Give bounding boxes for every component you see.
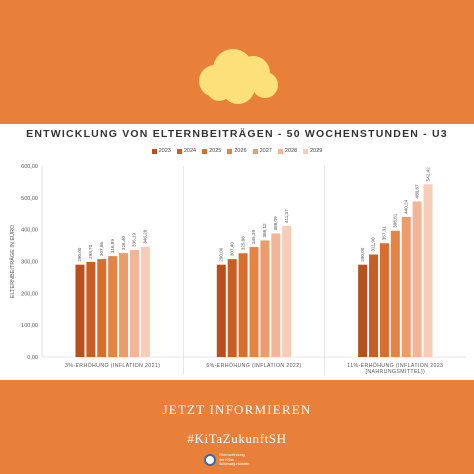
header-band xyxy=(0,0,474,124)
legend-label: 2024 xyxy=(183,148,197,154)
data-label: 298,70 xyxy=(88,244,93,258)
data-label: 542,42 xyxy=(425,167,430,181)
y-axis-label: ELTERNBEITRÄGE IN EURO xyxy=(9,224,16,298)
legend-swatch xyxy=(252,148,258,154)
data-label: 396,61 xyxy=(393,213,398,227)
x-category-label: 11%-ERHÖHUNG (INFLATION 2023 xyxy=(347,362,443,369)
bar xyxy=(216,264,226,357)
legend-item: 2028 xyxy=(277,148,298,154)
legend-swatch xyxy=(227,148,233,154)
data-label: 388,09 xyxy=(273,216,278,230)
bar xyxy=(401,216,411,357)
y-tick-label: 600,00 xyxy=(21,164,38,170)
bar xyxy=(97,259,107,357)
logo-text-line: der KiTas xyxy=(219,457,234,462)
logo-icon xyxy=(204,454,216,466)
data-label: 336,19 xyxy=(132,232,137,246)
bar xyxy=(249,247,259,357)
legend-item: 2024 xyxy=(176,148,197,154)
legend-label: 2025 xyxy=(209,148,222,154)
legend-swatch xyxy=(202,148,208,154)
data-label: 325,86 xyxy=(240,236,245,250)
legend-label: 2029 xyxy=(310,148,323,154)
legend-swatch xyxy=(176,148,182,154)
legend-swatch xyxy=(277,148,283,154)
y-tick-label: 300,00 xyxy=(21,260,38,266)
legend-label: 2028 xyxy=(284,148,298,154)
bar-chart: 0,00 100,00 200,00 300,00 400,00 500,00 600,00… xyxy=(9,164,466,375)
bar xyxy=(75,264,85,357)
data-label: 290,00 xyxy=(77,247,82,261)
bar xyxy=(129,249,139,357)
data-label: 345,39 xyxy=(251,230,256,244)
legend-label: 2027 xyxy=(259,148,272,154)
data-label: 307,66 xyxy=(99,242,104,256)
hashtag: #KiTaZukunftSH xyxy=(187,431,287,446)
y-tick-label: 500,00 xyxy=(21,196,38,202)
legend-item: 2029 xyxy=(303,148,322,154)
bar xyxy=(423,184,433,357)
data-label: 290,00 xyxy=(360,247,365,261)
legend-swatch xyxy=(303,148,309,154)
bar xyxy=(282,226,292,357)
bar xyxy=(271,233,281,357)
x-category-label: [NAHRUNGSMITTEL]) xyxy=(366,369,426,375)
data-label: 316,89 xyxy=(110,239,115,253)
data-label: 357,31 xyxy=(382,226,387,240)
bar xyxy=(108,256,118,357)
x-category-label: 3%-ERHÖHUNG (INFLATION 2021) xyxy=(65,362,160,369)
data-label: 440,24 xyxy=(403,199,408,213)
data-label: 307,40 xyxy=(229,242,234,256)
bar xyxy=(358,264,368,357)
logo-text-line: Elternvertretung xyxy=(219,453,245,458)
y-tick-label: 400,00 xyxy=(21,228,38,234)
bar xyxy=(238,253,248,357)
bar xyxy=(390,230,400,357)
chart-legend: 2023 2024 2025 2026 2027 2028 2029 xyxy=(0,148,474,154)
organization-logo: Elternvertretung der KiTas Schleswig-Hol… xyxy=(204,450,274,470)
data-label: 346,28 xyxy=(143,229,148,243)
data-label: 326,40 xyxy=(121,236,126,250)
x-category-label: 6%-ERHÖHUNG (INFLATION 2022) xyxy=(206,362,301,369)
bar xyxy=(379,243,389,357)
bar xyxy=(260,240,270,357)
y-tick-label: 0,00 xyxy=(27,355,38,361)
bar xyxy=(369,254,379,357)
data-label: 321,90 xyxy=(371,237,376,251)
legend-label: 2026 xyxy=(234,148,247,154)
legend-swatch xyxy=(151,148,157,154)
logo-text: Elternvertretung der KiTas Schleswig-Hol… xyxy=(219,453,249,466)
bar xyxy=(119,253,129,357)
data-label: 366,12 xyxy=(262,223,267,237)
y-tick-label: 100,00 xyxy=(21,323,38,329)
data-label: 488,67 xyxy=(414,184,419,198)
legend-label: 2023 xyxy=(158,148,171,154)
legend-item: 2023 xyxy=(151,148,171,154)
bar xyxy=(140,246,150,357)
bar xyxy=(412,201,422,357)
bar xyxy=(227,259,237,357)
info-link[interactable]: JETZT INFORMIEREN xyxy=(162,402,312,417)
data-label: 290,00 xyxy=(219,247,224,261)
bar xyxy=(86,261,96,357)
y-tick-label: 200,00 xyxy=(21,291,38,297)
logo-text-line: Schleswig-Holstein xyxy=(219,462,250,467)
legend-item: 2026 xyxy=(227,148,247,154)
cloud-icon xyxy=(199,49,278,104)
legend-item: 2025 xyxy=(202,148,221,154)
chart-title: ENTWICKLUNG VON ELTERNBEITRÄGEN - 50 WOC… xyxy=(26,128,448,140)
data-label: 411,37 xyxy=(284,209,289,223)
legend-item: 2027 xyxy=(252,148,272,154)
